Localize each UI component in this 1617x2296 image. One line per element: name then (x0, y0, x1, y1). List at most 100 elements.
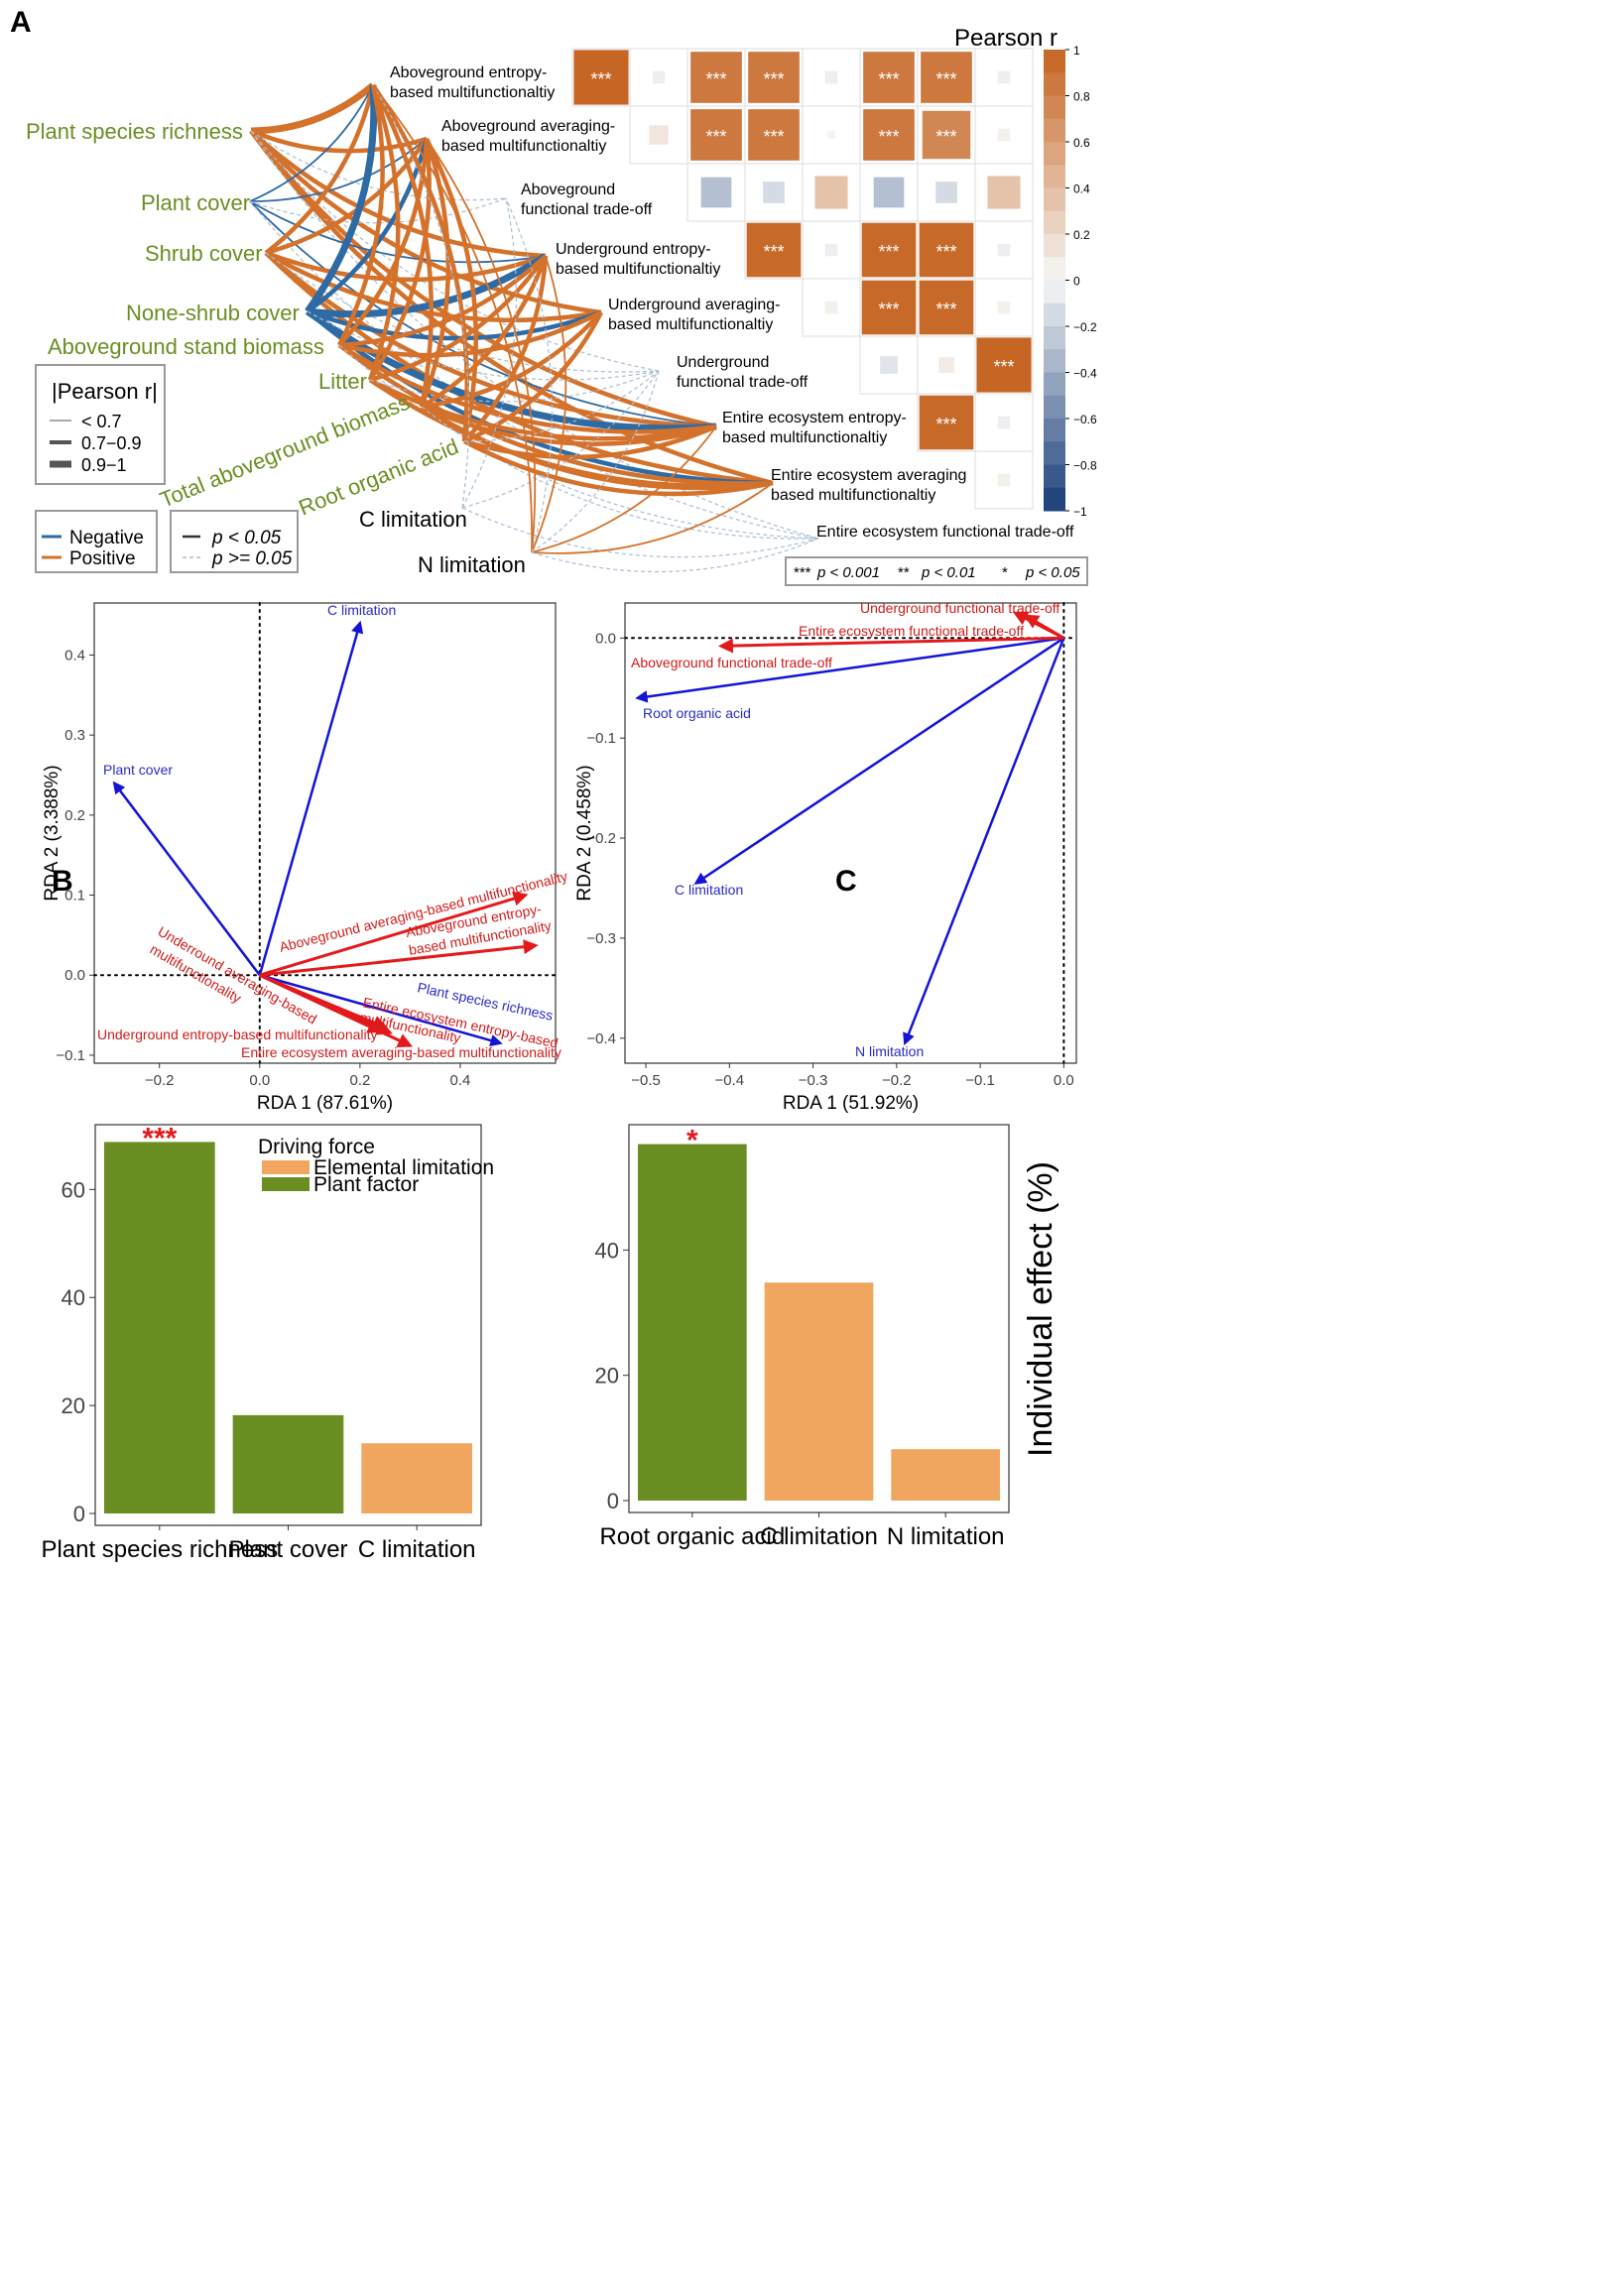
colorbar-label-0-6: −0.6 (1073, 413, 1097, 426)
panel-b-letter: B (52, 865, 73, 898)
y-tick-label-2: 0.1 (64, 888, 85, 905)
y-tick-label-4: 0.3 (64, 727, 85, 744)
network-link-shrub-cover-to-4 (264, 251, 602, 323)
x-tick-label-1: −0.4 (715, 1072, 745, 1089)
heatmap-cell-4-5 (861, 280, 917, 335)
heatmap-star-3-6: *** (935, 242, 956, 262)
legend-width-title: |Pearson r| (52, 379, 158, 404)
x-tick-label-5: 0.0 (1054, 1072, 1074, 1089)
network-link-n-limitation-to-7 (531, 482, 774, 554)
heatmap-cell-5-6 (938, 357, 954, 373)
function-label-3: based multifunctionaltiy (556, 261, 720, 278)
panel-a-correlation-network: *** *** *** *** ****** *** *** ****** *** ****** *… (26, 25, 1097, 586)
network-link-plant-species-richness-to-6 (249, 129, 717, 429)
heatmap-star-0-2: *** (705, 69, 726, 89)
network-link-root-organic-acid-to-6 (463, 423, 717, 460)
legend-sign-item-0: Negative (69, 528, 144, 548)
colorbar-label-0: 0 (1073, 275, 1080, 289)
x-axis-title: RDA 1 (51.92%) (783, 1093, 919, 1114)
colorbar-segment (1044, 464, 1065, 489)
x-tick-label-0: −0.2 (145, 1072, 175, 1089)
function-label-2: Aboveground (521, 181, 615, 198)
heatmap-star-1-2: *** (705, 127, 726, 147)
y-tick-label-1: 0.0 (64, 967, 85, 984)
network-link-plant-species-richness-to-0 (250, 82, 376, 135)
bar-plant-species-richness (104, 1142, 215, 1513)
network-link-plant-species-richness-to-7 (249, 129, 774, 486)
bar-legend-item-plant: Plant factor (313, 1173, 419, 1196)
network-link-root-organic-acid-to-4 (463, 310, 604, 444)
colorbar-segment (1044, 257, 1065, 281)
bar-n-limitation (891, 1449, 1000, 1501)
network-link-n-limitation-to-2 (505, 197, 554, 553)
colorbar-segment (1044, 280, 1065, 304)
driver-label-c-limitation: C limitation (359, 507, 467, 532)
arrow-plant-cover (112, 781, 261, 976)
heatmap-cell-1-7 (997, 128, 1011, 142)
legend-p-item-1: p >= 0.05 (211, 548, 293, 569)
colorbar-label-0-2: 0.2 (1073, 228, 1090, 242)
arrow-aboveground-entropy-based-multifunctionality (259, 939, 539, 977)
colorbar-segment (1044, 210, 1065, 235)
arrow-root-organic-acid (635, 637, 1064, 703)
network-link-none-shrub-cover-to-0 (305, 84, 378, 314)
x-tick-label-3: 0.4 (450, 1072, 471, 1089)
colorbar-segment (1044, 142, 1065, 166)
heatmap-cell-0-0 (573, 50, 629, 105)
label-n-limitation: N limitation (855, 1043, 924, 1059)
heatmap-star-0-5: *** (878, 69, 899, 89)
colorbar-segment (1044, 72, 1065, 96)
bar-x-label-plant-species-richness: Plant species richness (41, 1536, 278, 1563)
label-ug-entropy: Underground entropy-based multifunctiona… (97, 1027, 378, 1042)
legend-sig-text-2: p < 0.05 (1025, 564, 1080, 581)
colorbar-segment (1044, 326, 1065, 350)
network-link-none-shrub-cover-to-4 (307, 308, 602, 341)
heatmap-cell-5-7 (976, 337, 1032, 393)
function-label-4: based multifunctionaltiy (608, 316, 773, 333)
network-link-aboveground-stand-biomass-to-0 (336, 84, 385, 347)
bar-legend-swatch-plant (262, 1177, 310, 1191)
colorbar-segment (1044, 395, 1065, 420)
heatmap-cell-1-4 (827, 131, 835, 139)
colorbar-segment (1044, 441, 1065, 465)
bar-y-tick-label-1: 20 (595, 1364, 619, 1389)
driver-label-plant-cover: Plant cover (141, 190, 250, 215)
network-link-litter-to-6 (368, 378, 717, 441)
x-tick-label-0: −0.5 (631, 1072, 661, 1089)
arrow-entire-ecosystem-averaging-based-multifunctionality (259, 973, 414, 1047)
arrow-aboveground-functional-trade-off (717, 636, 1064, 654)
function-label-8: Entire ecosystem functional trade-off (816, 524, 1074, 541)
panel-b-rda-plot: −0.2 0.0 0.2 0.4 −0.1 0.0 0.1 0.2 0.3 0.4 RDA 1 (8… (42, 602, 569, 1114)
bar-c-limitation (764, 1282, 874, 1501)
function-label-3: Underground entropy- (556, 241, 711, 258)
heatmap-star-6-6: *** (935, 415, 956, 434)
bar-x-label-root-organic-acid: Root organic acid (599, 1523, 785, 1550)
colorbar-label-1: 1 (1073, 44, 1080, 58)
bar-y-tick-label-3: 60 (62, 1177, 85, 1202)
function-label-0: based multifunctionaltiy (390, 84, 555, 101)
bar-plant-cover (232, 1414, 344, 1513)
bar-y-tick-label-0: 0 (607, 1489, 619, 1513)
bar-legend-swatch-elemental (262, 1160, 310, 1174)
colorbar-segment (1044, 372, 1065, 397)
bar-root-organic-acid (638, 1144, 747, 1501)
label-root-organic-acid: Root organic acid (643, 705, 751, 721)
label-ee-averaging: Entire ecosystem averaging-based multifu… (241, 1044, 561, 1060)
network-link-plant-cover-to-6 (249, 200, 717, 427)
function-label-7: Entire ecosystem averaging (771, 467, 966, 484)
bar-legend-item-elemental: Elemental limitation (313, 1156, 494, 1179)
heatmap-cell-1-1 (649, 125, 669, 145)
panel-b-bar-chart: 0 20 40 60 Plant species richness *** Plant co… (41, 1122, 494, 1563)
driver-label-aboveground-stand-biomass: Aboveground stand biomass (48, 334, 324, 359)
network-link-aboveground-stand-biomass-to-1 (337, 138, 430, 347)
label-ug-trade-off: Underground functional trade-off (860, 600, 1059, 616)
network-link-n-limitation-to-3 (531, 255, 567, 553)
panel-a-letter: A (10, 6, 32, 39)
network-link-root-organic-acid-to-1 (424, 137, 478, 442)
legend-sign-box (35, 510, 158, 573)
network-link-n-limitation-to-0 (372, 84, 533, 553)
driver-label-plant-species-richness: Plant species richness (26, 119, 243, 144)
network-link-aboveground-stand-biomass-to-7 (337, 343, 774, 486)
function-label-6: based multifunctionaltiy (722, 429, 887, 446)
network-link-plant-cover-to-3 (249, 200, 547, 264)
